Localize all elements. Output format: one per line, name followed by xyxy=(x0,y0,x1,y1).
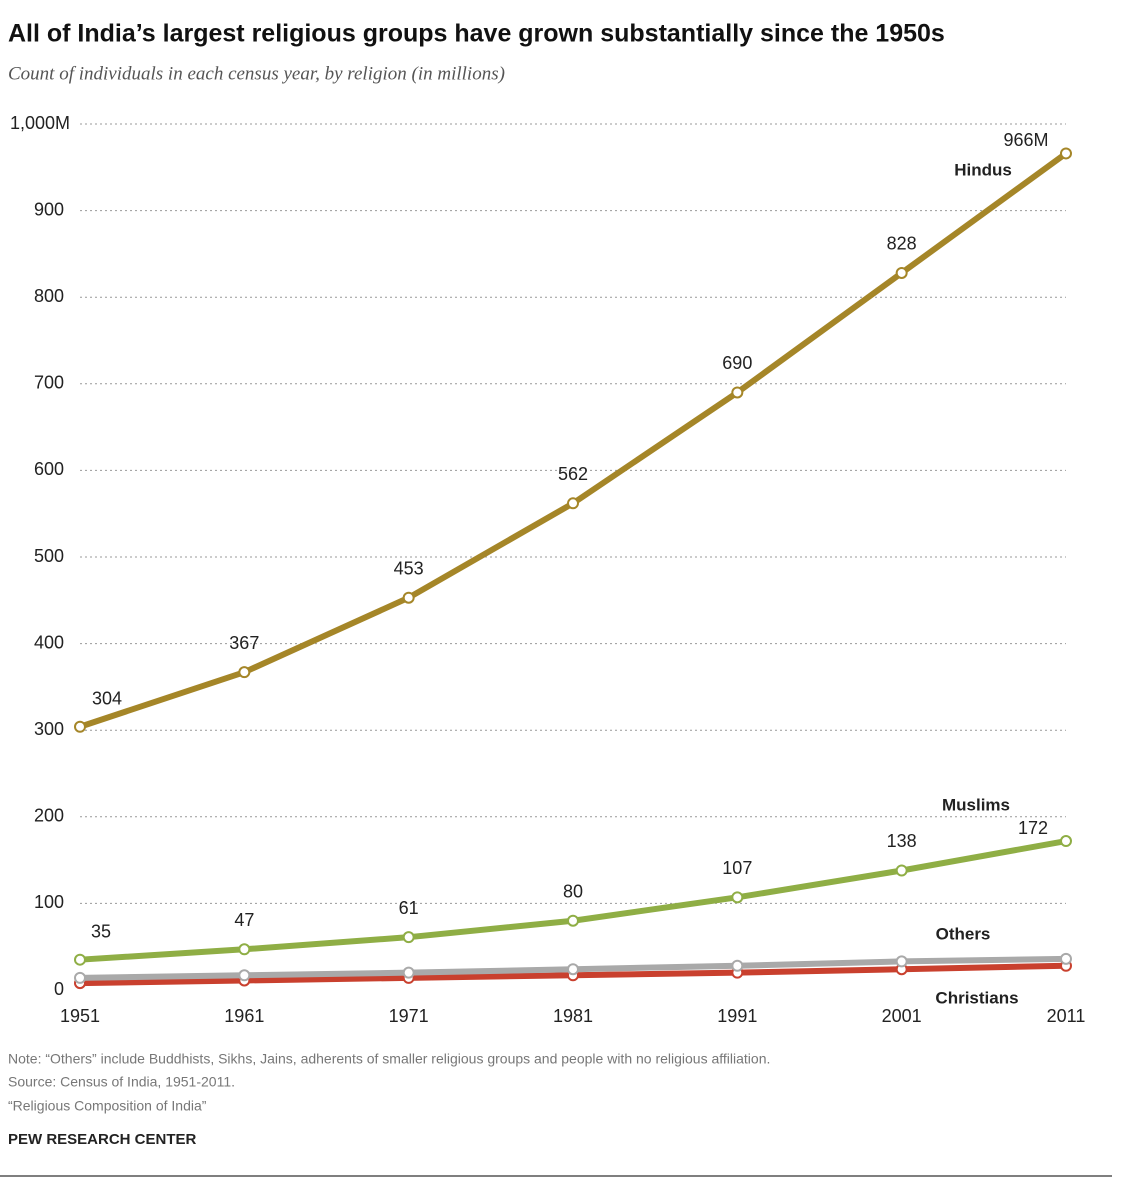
y-tick-label: 400 xyxy=(34,632,64,652)
report: “Religious Composition of India” xyxy=(8,1098,207,1114)
point xyxy=(238,666,251,679)
series-label: Hindus xyxy=(954,160,1012,179)
point xyxy=(567,914,579,927)
y-tick-label: 300 xyxy=(34,719,64,739)
x-tick-label: 1981 xyxy=(553,1006,593,1026)
point xyxy=(731,386,744,399)
y-tick-label: 700 xyxy=(34,373,64,393)
point xyxy=(74,720,86,733)
point xyxy=(74,953,86,966)
point xyxy=(567,963,579,976)
point xyxy=(1060,147,1072,160)
point xyxy=(402,931,415,944)
chart-subtitle: Count of individuals in each census year… xyxy=(8,63,505,84)
source: Source: Census of India, 1951-2011. xyxy=(8,1074,235,1090)
brand: PEW RESEARCH CENTER xyxy=(8,1131,197,1148)
point xyxy=(895,266,908,279)
value-label: 367 xyxy=(229,633,259,653)
point xyxy=(402,591,415,604)
note: Note: “Others” include Buddhists, Sikhs,… xyxy=(8,1051,770,1067)
series-label: Others xyxy=(936,924,991,943)
y-tick-label: 600 xyxy=(34,459,64,479)
point xyxy=(238,943,251,956)
y-tick-label: 0 xyxy=(54,979,64,999)
value-label: 966M xyxy=(1003,130,1048,150)
series-label: Muslims xyxy=(942,795,1010,814)
x-tick-label: 2001 xyxy=(882,1006,922,1026)
series: 35 47 61 80 107 138 172 Muslims xyxy=(74,795,1072,966)
x-tick-label: 1961 xyxy=(224,1006,264,1026)
point xyxy=(731,891,744,904)
series-line xyxy=(79,151,1068,730)
y-tick-label: 500 xyxy=(34,546,64,566)
point xyxy=(1060,835,1072,848)
point xyxy=(1060,952,1072,965)
series: 304 367 453 562 690 828 966M Hindus xyxy=(74,130,1072,733)
chart-title: All of India’s largest religious groups … xyxy=(8,20,945,48)
value-label: 828 xyxy=(887,234,917,254)
value-label: 47 xyxy=(234,910,254,930)
y-tick-label: 800 xyxy=(34,286,64,306)
value-label: 453 xyxy=(394,558,424,578)
y-tick-label: 100 xyxy=(34,892,64,912)
series-label: Christians xyxy=(935,988,1018,1007)
value-label: 138 xyxy=(887,831,917,851)
x-tick-label: 2011 xyxy=(1047,1006,1086,1026)
point xyxy=(238,969,251,982)
point xyxy=(895,864,908,877)
value-label: 304 xyxy=(92,688,122,708)
value-label: 107 xyxy=(722,858,752,878)
y-tick-label: 200 xyxy=(34,806,64,826)
y-tick-label: 900 xyxy=(34,199,64,219)
point xyxy=(74,971,86,984)
value-label: 172 xyxy=(1018,818,1048,838)
point xyxy=(895,955,908,968)
y-tick-label: 1,000M xyxy=(10,113,70,133)
value-label: 35 xyxy=(91,921,111,941)
x-tick-label: 1951 xyxy=(60,1006,100,1026)
point xyxy=(402,966,415,979)
value-label: 690 xyxy=(722,353,752,373)
value-label: 80 xyxy=(563,881,583,901)
value-label: 61 xyxy=(399,898,419,918)
series: Others xyxy=(74,924,1072,984)
x-tick-label: 1991 xyxy=(717,1006,757,1026)
point xyxy=(731,959,744,972)
point xyxy=(567,497,579,510)
x-tick-label: 1971 xyxy=(389,1006,429,1026)
value-label: 562 xyxy=(558,464,588,484)
